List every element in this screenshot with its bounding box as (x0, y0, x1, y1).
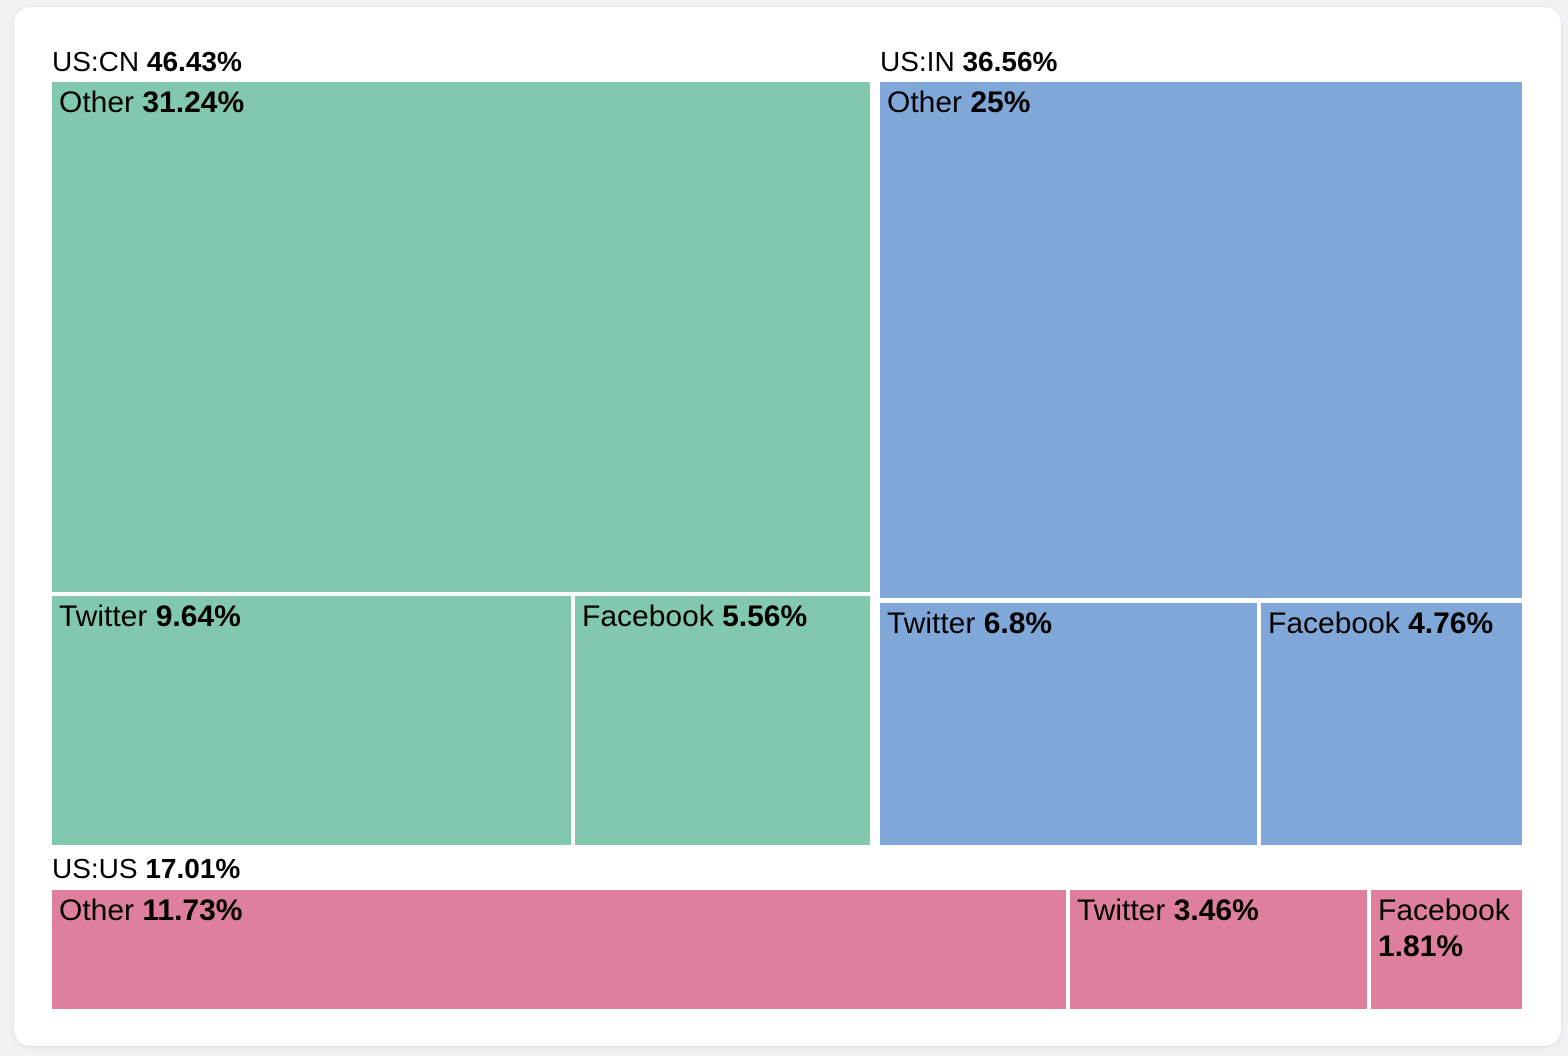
cell-us-us-other[interactable]: Other 11.73% (52, 890, 1066, 1009)
cell-us-us-twitter[interactable]: Twitter 3.46% (1070, 890, 1367, 1009)
group-share: 46.43% (146, 46, 242, 77)
cell-name: Other (887, 86, 963, 119)
cell-name: Twitter (887, 607, 976, 640)
cell-label: Twitter 6.8% (880, 603, 1257, 642)
cell-us-us-facebook[interactable]: Facebook 1.81% (1371, 890, 1522, 1009)
cell-share: 3.46% (1173, 894, 1259, 927)
cell-share: 5.56% (722, 600, 808, 633)
cell-share: 25% (970, 86, 1031, 119)
group-label-us-us: US:US 17.01% (52, 852, 240, 886)
cell-name: Facebook (1268, 607, 1400, 640)
cell-name: Facebook (582, 600, 714, 633)
group-name: US:IN (880, 46, 955, 77)
cell-us-cn-facebook[interactable]: Facebook 5.56% (575, 596, 870, 845)
cell-name: Facebook (1378, 894, 1510, 927)
cell-share: 11.73% (142, 894, 243, 927)
cell-label: Other 25% (880, 82, 1522, 121)
cell-us-cn-other[interactable]: Other 31.24% (52, 82, 870, 592)
cell-us-in-twitter[interactable]: Twitter 6.8% (880, 603, 1257, 845)
group-label-us-in: US:IN 36.56% (880, 45, 1057, 79)
cell-label: Other 31.24% (52, 82, 870, 121)
group-name: US:CN (52, 46, 140, 77)
cell-name: Other (59, 86, 135, 119)
cell-us-in-facebook[interactable]: Facebook 4.76% (1261, 603, 1522, 845)
cell-name: Twitter (59, 600, 148, 633)
group-share: 36.56% (962, 46, 1058, 77)
chart-card: US:CN 46.43% Other 31.24% Twitter 9.64% … (14, 7, 1561, 1046)
cell-share: 6.8% (983, 607, 1053, 640)
cell-share: 4.76% (1408, 607, 1494, 640)
cell-us-in-other[interactable]: Other 25% (880, 82, 1522, 598)
cell-label: Other 11.73% (52, 890, 1066, 929)
cell-name: Twitter (1077, 894, 1166, 927)
group-share: 17.01% (145, 853, 241, 884)
cell-label: Twitter 9.64% (52, 596, 571, 635)
cell-us-cn-twitter[interactable]: Twitter 9.64% (52, 596, 571, 845)
cell-label: Facebook 1.81% (1371, 890, 1522, 965)
cell-label: Facebook 5.56% (575, 596, 870, 635)
cell-name: Other (59, 894, 135, 927)
cell-share: 1.81% (1378, 930, 1464, 963)
group-name: US:US (52, 853, 138, 884)
cell-share: 31.24% (142, 86, 245, 119)
cell-label: Facebook 4.76% (1261, 603, 1522, 642)
cell-label: Twitter 3.46% (1070, 890, 1367, 929)
cell-share: 9.64% (155, 600, 241, 633)
group-label-us-cn: US:CN 46.43% (52, 45, 242, 79)
